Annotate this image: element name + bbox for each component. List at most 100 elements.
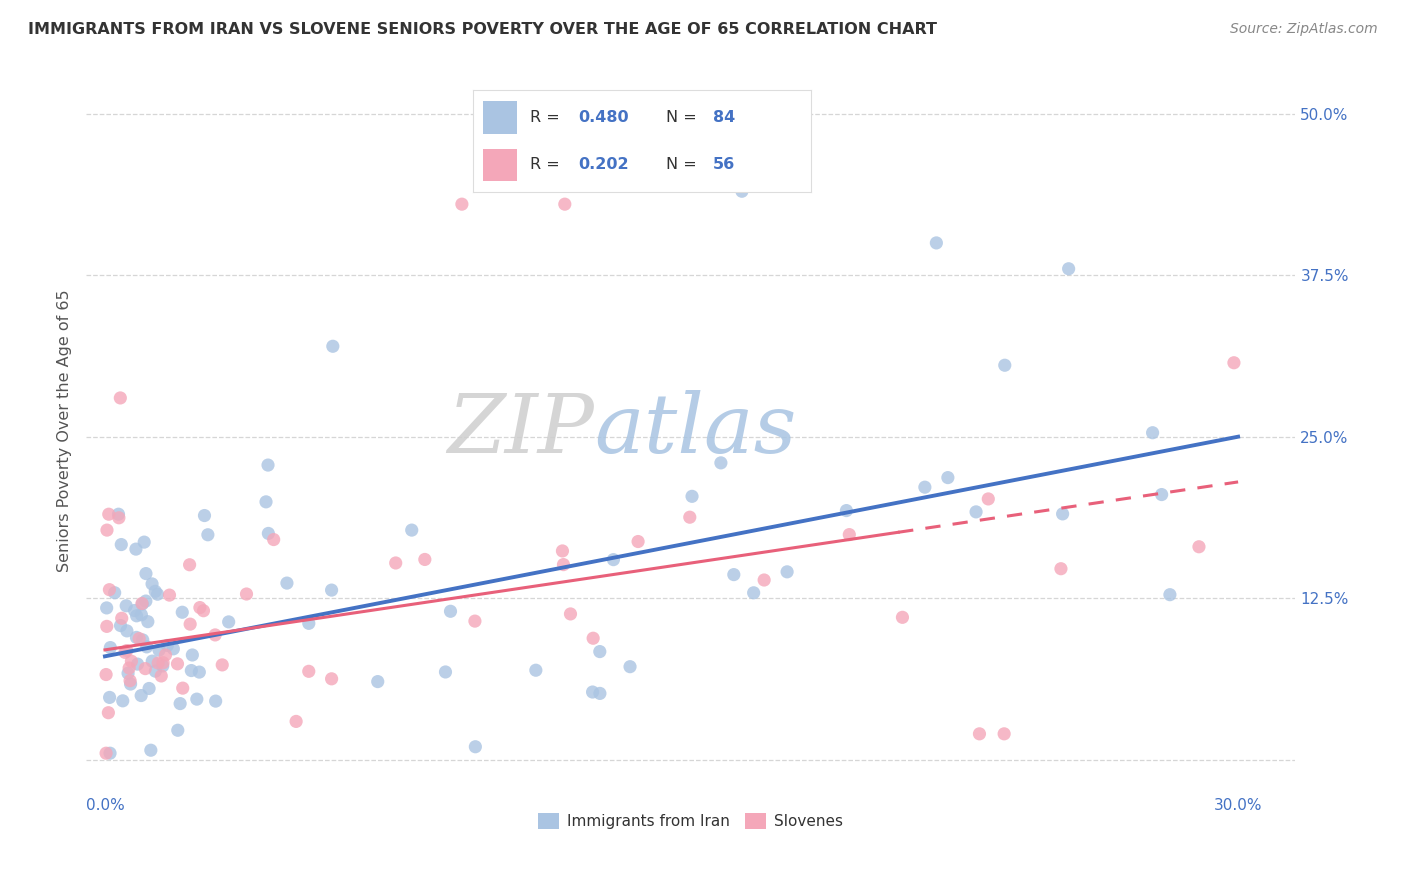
Point (131, 607, 153, 622)
Point (197, 528, 219, 542)
Point (125, 608, 148, 623)
Point (148, 643, 170, 657)
Point (193, 508, 215, 523)
Point (179, 617, 201, 632)
Point (110, 537, 132, 551)
Point (98, 690, 121, 705)
Point (524, 663, 547, 677)
Point (321, 672, 343, 686)
Point (96, 619, 118, 633)
Point (135, 640, 157, 654)
Point (188, 600, 211, 615)
Point (94, 667, 117, 681)
Point (124, 603, 146, 617)
Point (118, 661, 141, 675)
Point (464, 739, 486, 754)
Point (186, 692, 208, 706)
Point (589, 686, 612, 700)
Point (115, 624, 138, 638)
Point (285, 714, 308, 729)
Point (554, 197, 576, 211)
Point (723, 567, 745, 582)
Point (111, 694, 134, 708)
Point (464, 614, 486, 628)
Point (835, 503, 858, 517)
Point (1150, 487, 1173, 501)
Text: atlas: atlas (593, 390, 796, 470)
Point (731, 184, 754, 198)
Point (134, 662, 156, 676)
Point (914, 480, 936, 494)
Point (204, 628, 226, 642)
Point (129, 689, 152, 703)
Point (752, 573, 775, 587)
Point (143, 584, 166, 599)
Point (128, 632, 150, 646)
Point (97, 706, 120, 720)
Point (127, 657, 149, 672)
Point (108, 510, 131, 524)
Point (139, 743, 162, 757)
Point (582, 632, 605, 646)
Point (120, 654, 142, 668)
Point (581, 685, 603, 699)
Point (98, 582, 121, 597)
Point (298, 665, 321, 679)
Point (152, 656, 174, 670)
Point (131, 597, 153, 611)
Point (276, 576, 298, 591)
Point (254, 495, 277, 509)
Point (138, 681, 160, 696)
Point (107, 507, 129, 521)
Point (838, 527, 860, 541)
Point (98, 640, 121, 655)
Point (132, 632, 155, 647)
Point (141, 577, 163, 591)
Point (742, 586, 765, 600)
Point (925, 235, 948, 250)
Point (115, 599, 138, 613)
Point (114, 645, 136, 659)
Point (451, 197, 474, 211)
Text: IMMIGRANTS FROM IRAN VS SLOVENE SENIORS POVERTY OVER THE AGE OF 65 CORRELATION C: IMMIGRANTS FROM IRAN VS SLOVENE SENIORS … (28, 22, 938, 37)
Point (218, 615, 240, 629)
Point (172, 605, 194, 619)
Point (553, 558, 575, 572)
Point (211, 657, 233, 672)
Point (172, 681, 194, 695)
Point (135, 566, 157, 581)
Point (141, 654, 163, 668)
Y-axis label: Seniors Poverty Over the Age of 65: Seniors Poverty Over the Age of 65 (58, 289, 72, 572)
Point (166, 657, 188, 671)
Point (1188, 540, 1211, 554)
Point (155, 648, 177, 662)
Point (96, 601, 118, 615)
Point (117, 666, 139, 681)
Point (143, 664, 166, 678)
Point (321, 583, 343, 598)
Point (965, 505, 987, 519)
Point (152, 659, 174, 673)
Point (1050, 562, 1073, 576)
Point (150, 669, 173, 683)
Point (188, 665, 211, 679)
Point (994, 358, 1017, 372)
Point (115, 643, 138, 657)
Point (166, 723, 188, 738)
Point (156, 639, 179, 653)
Point (169, 697, 191, 711)
Legend: Immigrants from Iran, Slovenes: Immigrants from Iran, Slovenes (531, 806, 849, 835)
Point (235, 587, 257, 601)
Point (94, 746, 117, 760)
Point (120, 673, 142, 688)
Point (439, 604, 461, 618)
Point (180, 664, 202, 678)
Point (977, 491, 1000, 506)
Text: Source: ZipAtlas.com: Source: ZipAtlas.com (1230, 22, 1378, 37)
Point (96, 523, 118, 537)
Point (263, 533, 285, 547)
Point (384, 556, 406, 570)
Point (162, 641, 184, 656)
Point (679, 510, 702, 524)
Point (413, 552, 436, 566)
